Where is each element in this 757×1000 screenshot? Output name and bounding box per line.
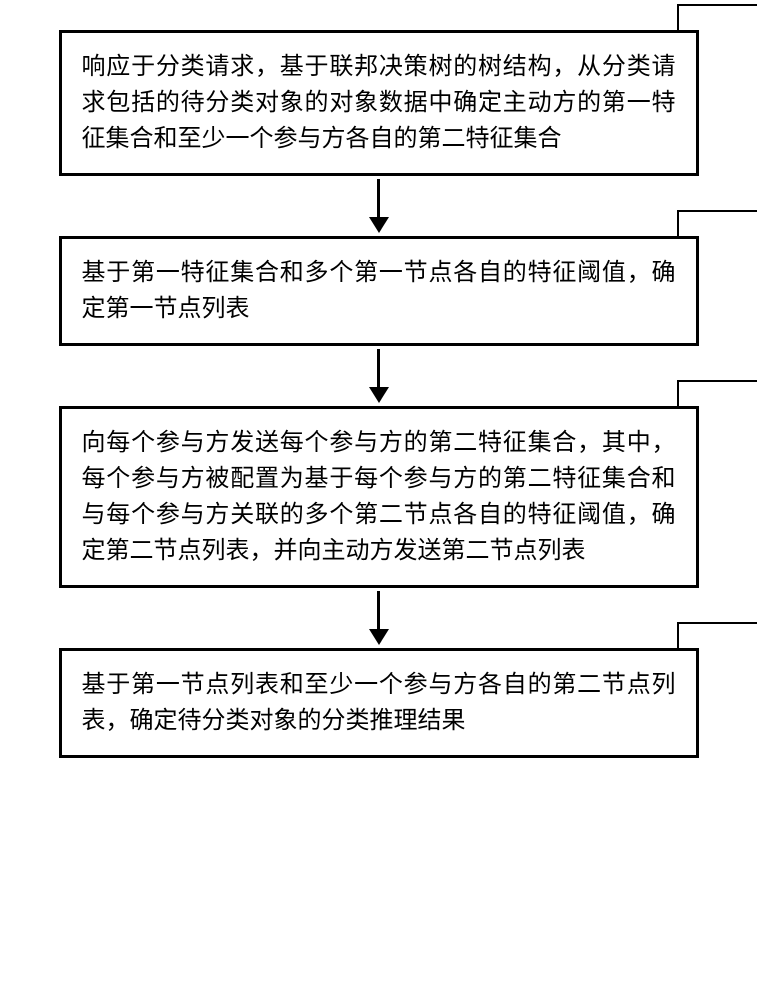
step-box-s402: 基于第一特征集合和多个第一节点各自的特征阈值，确定第一节点列表 <box>59 236 699 346</box>
label-hline-s401 <box>677 4 757 6</box>
step-text: 向每个参与方发送每个参与方的第二特征集合，其中，每个参与方被配置为基于每个参与方… <box>82 425 676 569</box>
arrow-1 <box>369 176 389 236</box>
label-pointer-s402 <box>677 210 679 236</box>
label-hline-s404 <box>677 622 757 624</box>
arrow-head <box>369 217 389 233</box>
arrow-2 <box>369 346 389 406</box>
step-box-s403: 向每个参与方发送每个参与方的第二特征集合，其中，每个参与方被配置为基于每个参与方… <box>59 406 699 588</box>
step-s404: S404 基于第一节点列表和至少一个参与方各自的第二节点列表，确定待分类对象的分… <box>50 648 707 758</box>
label-pointer-s401 <box>677 4 679 30</box>
label-hline-s403 <box>677 380 757 382</box>
step-s402: S402 基于第一特征集合和多个第一节点各自的特征阈值，确定第一节点列表 <box>50 236 707 346</box>
step-s403: S403 向每个参与方发送每个参与方的第二特征集合，其中，每个参与方被配置为基于… <box>50 406 707 588</box>
step-s401: S401 响应于分类请求，基于联邦决策树的树结构，从分类请求包括的待分类对象的对… <box>50 30 707 176</box>
step-text: 响应于分类请求，基于联邦决策树的树结构，从分类请求包括的待分类对象的对象数据中确… <box>82 49 676 157</box>
arrow-3 <box>369 588 389 648</box>
arrow-head <box>369 629 389 645</box>
arrow-head <box>369 387 389 403</box>
step-box-s404: 基于第一节点列表和至少一个参与方各自的第二节点列表，确定待分类对象的分类推理结果 <box>59 648 699 758</box>
label-hline-s402 <box>677 210 757 212</box>
label-pointer-s404 <box>677 622 679 648</box>
step-text: 基于第一特征集合和多个第一节点各自的特征阈值，确定第一节点列表 <box>82 255 676 327</box>
arrow-line <box>377 591 380 629</box>
step-text: 基于第一节点列表和至少一个参与方各自的第二节点列表，确定待分类对象的分类推理结果 <box>82 667 676 739</box>
step-box-s401: 响应于分类请求，基于联邦决策树的树结构，从分类请求包括的待分类对象的对象数据中确… <box>59 30 699 176</box>
arrow-line <box>377 179 380 217</box>
arrow-line <box>377 349 380 387</box>
label-pointer-s403 <box>677 380 679 406</box>
flowchart-container: S401 响应于分类请求，基于联邦决策树的树结构，从分类请求包括的待分类对象的对… <box>50 30 707 758</box>
